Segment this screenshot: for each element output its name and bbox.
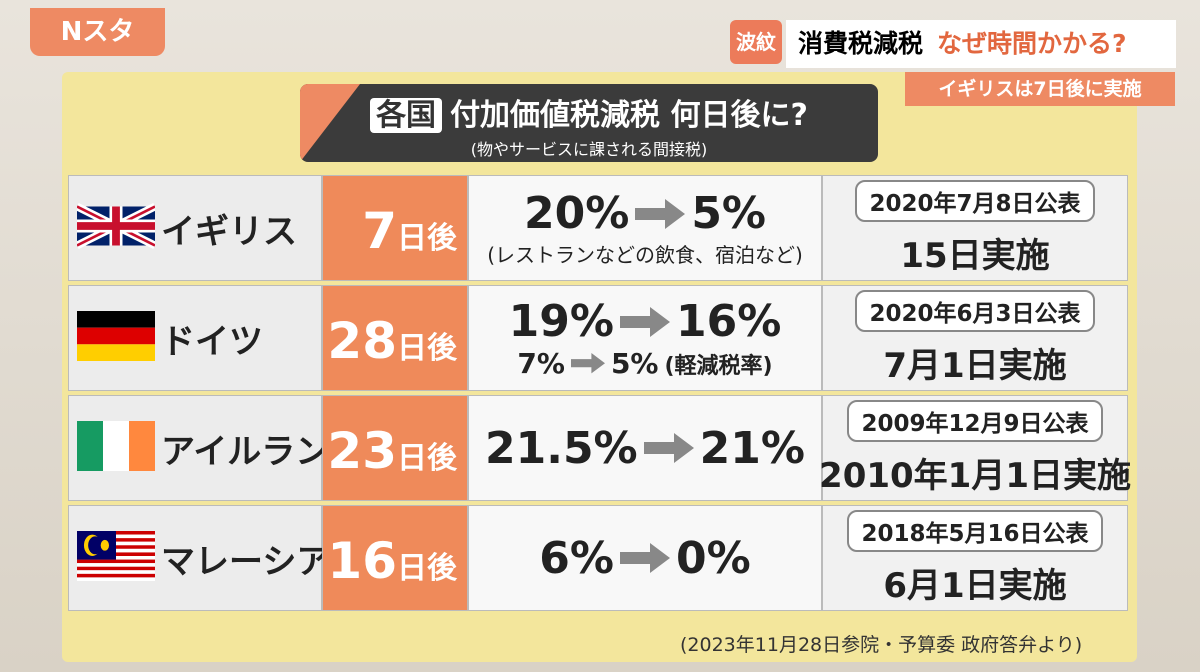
- rate-change: 20% 5%: [524, 188, 766, 239]
- rate-to: 21%: [699, 422, 805, 474]
- reduced-from: 7%: [517, 347, 565, 380]
- days: 16: [327, 532, 397, 590]
- days: 23: [327, 422, 397, 480]
- country-cell: アイルランド: [68, 395, 363, 501]
- arrow: [620, 543, 670, 573]
- date-cell: 2020年7月8日公表 15日実施: [822, 175, 1128, 281]
- title: 付加価値税減税 何日後に?: [450, 98, 808, 133]
- headline-box: 消費税減税 なぜ時間かかる?: [786, 20, 1176, 68]
- country-cell: マレーシア: [68, 505, 330, 611]
- note: (軽減税率): [664, 353, 773, 379]
- date-cell: 2009年12月9日公表 2010年1月1日実施: [819, 395, 1131, 501]
- logo: Nスタ: [30, 8, 165, 56]
- days-unit: 日後: [397, 331, 457, 366]
- announced: 2020年6月3日公表: [855, 289, 1095, 332]
- headline-question: なぜ時間かかる?: [937, 29, 1127, 58]
- banner-corner: [300, 84, 360, 162]
- implemented: 2010年1月1日実施: [819, 455, 1131, 496]
- table-row: マレーシア 16 日後 6% 0% 2018年5月16日公表 6月1日実施: [68, 505, 1128, 613]
- arrow: [635, 198, 686, 229]
- rate-to: 16%: [676, 296, 782, 347]
- flag: [77, 531, 155, 585]
- title-tag: 各国: [370, 98, 443, 133]
- country: イギリス: [161, 211, 297, 252]
- days-cell: 16 日後: [322, 505, 468, 611]
- source: (2023年11月28日参院・予算委 政府答弁より): [680, 634, 1083, 656]
- announced: 2009年12月9日公表: [847, 399, 1103, 442]
- flag: [77, 311, 155, 365]
- rate-from: 21.5%: [485, 422, 638, 474]
- arrow: [643, 433, 694, 463]
- rate-cell: 20% 5% (レストランなどの飲食、宿泊など): [468, 175, 822, 281]
- days-unit: 日後: [397, 551, 457, 586]
- table-row: ドイツ 28 日後 19% 16% 7% 5% (軽減税率) 2020年6月3日公表 7月1日実施: [68, 285, 1128, 393]
- rate-change: 6% 0%: [539, 533, 750, 584]
- days: 28: [327, 312, 397, 370]
- date-cell: 2020年6月3日公表 7月1日実施: [822, 285, 1128, 391]
- rate-change: 21.5% 21%: [485, 423, 805, 474]
- implemented: 15日実施: [900, 235, 1050, 276]
- reduced-rate: 7% 5% (軽減税率): [517, 347, 772, 380]
- reduced-to: 5%: [610, 347, 659, 380]
- note: (レストランなどの飲食、宿泊など): [487, 243, 803, 267]
- table-row: イギリス 7 日後 20% 5% (レストランなどの飲食、宿泊など) 2020年7月8日公表…: [68, 175, 1128, 283]
- subtitle: (物やサービスに課される間接税): [470, 140, 708, 159]
- country: マレーシア: [161, 541, 331, 582]
- country-cell: イギリス: [68, 175, 322, 281]
- rate-from: 19%: [508, 296, 614, 347]
- country: ドイツ: [161, 321, 263, 362]
- rate-cell: 6% 0%: [468, 505, 822, 611]
- subheadline: イギリスは7日後に実施: [905, 72, 1175, 106]
- topic-tag: 波紋: [730, 20, 782, 64]
- flag: [77, 421, 155, 475]
- rate-cell: 19% 16% 7% 5% (軽減税率): [468, 285, 822, 391]
- rate-cell: 21.5% 21%: [468, 395, 822, 501]
- flag: [75, 201, 157, 255]
- arrow: [570, 353, 605, 374]
- title-banner: 各国 付加価値税減税 何日後に? (物やサービスに課される間接税): [300, 84, 878, 162]
- days-cell: 7 日後: [322, 175, 468, 281]
- announced: 2020年7月8日公表: [855, 179, 1095, 222]
- country-cell: ドイツ: [68, 285, 322, 391]
- rate-to: 5%: [691, 188, 767, 239]
- rate-from: 6%: [539, 532, 614, 584]
- rate-to: 0%: [676, 532, 751, 584]
- implemented: 6月1日実施: [883, 565, 1067, 606]
- rate-change: 19% 16%: [509, 296, 782, 347]
- days-unit: 日後: [397, 221, 457, 256]
- headline: 消費税減税: [798, 29, 924, 58]
- announced: 2018年5月16日公表: [847, 509, 1103, 552]
- date-cell: 2018年5月16日公表 6月1日実施: [822, 505, 1128, 611]
- days-cell: 23 日後: [322, 395, 468, 501]
- arrow: [620, 306, 670, 337]
- days-cell: 28 日後: [322, 285, 468, 391]
- title-line: 各国 付加価値税減税 何日後に?: [300, 90, 878, 134]
- days: 7: [362, 202, 397, 260]
- implemented: 7月1日実施: [883, 345, 1067, 386]
- rate-from: 20%: [523, 188, 630, 239]
- table-row: アイルランド 23 日後 21.5% 21% 2009年12月9日公表 2010年1月1日実…: [68, 395, 1131, 503]
- days-unit: 日後: [397, 441, 457, 476]
